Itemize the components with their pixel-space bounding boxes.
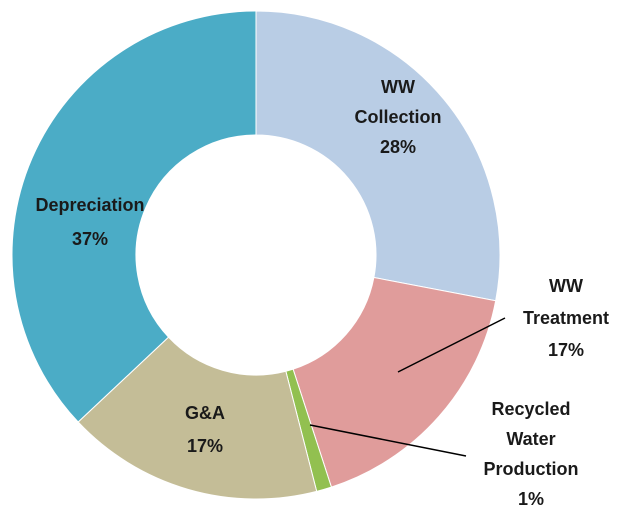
category-label: G&A [185, 403, 225, 423]
value-label: 28% [380, 137, 416, 157]
value-label: 37% [72, 229, 108, 249]
category-label: Depreciation [35, 195, 144, 215]
donut-slice [77, 336, 318, 500]
donut-slice [255, 10, 501, 302]
leader-line [309, 424, 467, 457]
category-label: WW Treatment [523, 276, 609, 328]
slices [11, 10, 501, 500]
value-label: 17% [548, 340, 584, 360]
donut-slice [11, 10, 257, 423]
leader-line [397, 317, 506, 373]
category-label: Recycled Water Production [484, 399, 579, 479]
donut-slice [292, 276, 497, 488]
category-label: WW Collection [354, 77, 441, 127]
value-label: 1% [518, 489, 544, 509]
labels: WW Collection 28% WW Treatment 17% Recycled Wat… [35, 77, 609, 509]
value-label: 17% [187, 436, 223, 456]
